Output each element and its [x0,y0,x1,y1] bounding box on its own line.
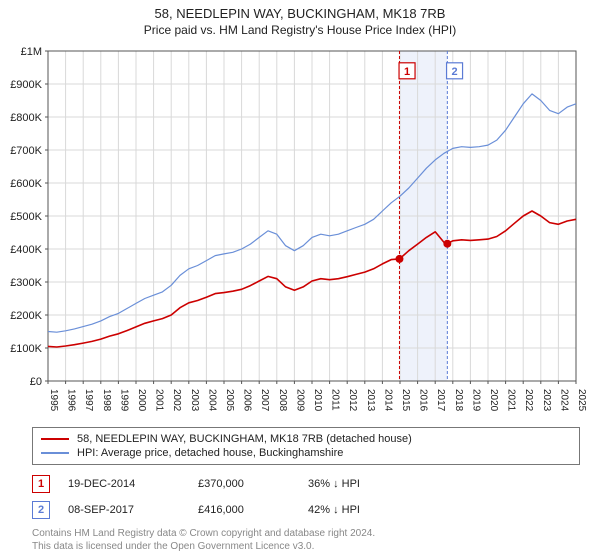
svg-text:£200K: £200K [10,310,42,322]
svg-text:2010: 2010 [312,389,323,412]
svg-text:2014: 2014 [382,389,393,412]
svg-text:2003: 2003 [189,389,200,412]
sales-table: 1 19-DEC-2014£370,00036% ↓ HPI 2 08-SEP-201… [32,471,580,523]
legend-label-hpi: HPI: Average price, detached house, Buck… [77,447,343,459]
svg-text:£600K: £600K [10,178,42,190]
svg-text:2023: 2023 [541,389,552,412]
chart-area: 1 2 £0 £100K £200K £300K £400K £500K £600K £700K £… [0,41,600,421]
svg-text:2019: 2019 [470,389,481,412]
svg-text:£800K: £800K [10,112,42,124]
svg-text:2002: 2002 [171,389,182,412]
svg-text:£900K: £900K [10,79,42,91]
svg-text:2008: 2008 [277,389,288,412]
sale-price: £416,000 [198,504,308,516]
sale-date: 19-DEC-2014 [68,478,198,490]
svg-text:£0: £0 [30,376,42,388]
svg-text:£400K: £400K [10,244,42,256]
svg-text:2020: 2020 [488,389,499,412]
svg-text:1997: 1997 [83,389,94,412]
sale-row: 1 19-DEC-2014£370,00036% ↓ HPI [32,471,580,497]
svg-text:2015: 2015 [400,389,411,412]
svg-text:2024: 2024 [558,389,569,412]
footer: Contains HM Land Registry data © Crown c… [32,527,580,553]
svg-text:2007: 2007 [259,389,270,412]
sale-row: 2 08-SEP-2017£416,00042% ↓ HPI [32,497,580,523]
legend-swatch-hpi [41,452,69,454]
svg-text:£300K: £300K [10,277,42,289]
svg-text:£1M: £1M [21,46,42,58]
svg-text:1998: 1998 [101,389,112,412]
svg-text:2022: 2022 [523,389,534,412]
svg-text:2012: 2012 [347,389,358,412]
svg-text:2013: 2013 [365,389,376,412]
sale-price: £370,000 [198,478,308,490]
sale-marker: 2 [32,501,50,519]
svg-text:£100K: £100K [10,343,42,355]
svg-text:2011: 2011 [330,389,341,411]
svg-text:2016: 2016 [418,389,429,412]
svg-text:2006: 2006 [242,389,253,412]
svg-text:2001: 2001 [154,389,165,412]
svg-text:2000: 2000 [136,389,147,412]
legend-label-property: 58, NEEDLEPIN WAY, BUCKINGHAM, MK18 7RB … [77,433,412,445]
svg-text:2: 2 [451,66,457,78]
page-subtitle: Price paid vs. HM Land Registry's House … [0,23,600,41]
svg-text:2009: 2009 [294,389,305,412]
legend: 58, NEEDLEPIN WAY, BUCKINGHAM, MK18 7RB … [32,427,580,465]
legend-swatch-property [41,438,69,440]
svg-text:2017: 2017 [435,389,446,412]
svg-text:2025: 2025 [576,389,587,412]
svg-text:1995: 1995 [48,389,59,412]
sale-hpi: 36% ↓ HPI [308,478,438,490]
svg-text:2004: 2004 [206,389,217,412]
chart-svg: 1 2 £0 £100K £200K £300K £400K £500K £600K £700K £… [0,41,600,421]
sale-hpi: 42% ↓ HPI [308,504,438,516]
chart-container: 58, NEEDLEPIN WAY, BUCKINGHAM, MK18 7RB … [0,0,600,560]
svg-text:1: 1 [404,66,410,78]
page-title: 58, NEEDLEPIN WAY, BUCKINGHAM, MK18 7RB [0,0,600,23]
sale-date: 08-SEP-2017 [68,504,198,516]
svg-text:1999: 1999 [118,389,129,412]
svg-text:£500K: £500K [10,211,42,223]
svg-text:£700K: £700K [10,145,42,157]
svg-text:2021: 2021 [506,389,517,412]
footer-line1: Contains HM Land Registry data © Crown c… [32,527,580,540]
svg-text:1996: 1996 [66,389,77,412]
sale-marker: 1 [32,475,50,493]
svg-text:2018: 2018 [453,389,464,412]
legend-row-property: 58, NEEDLEPIN WAY, BUCKINGHAM, MK18 7RB … [41,432,571,446]
svg-text:2005: 2005 [224,389,235,412]
legend-row-hpi: HPI: Average price, detached house, Buck… [41,446,571,460]
footer-line2: This data is licensed under the Open Gov… [32,540,580,553]
